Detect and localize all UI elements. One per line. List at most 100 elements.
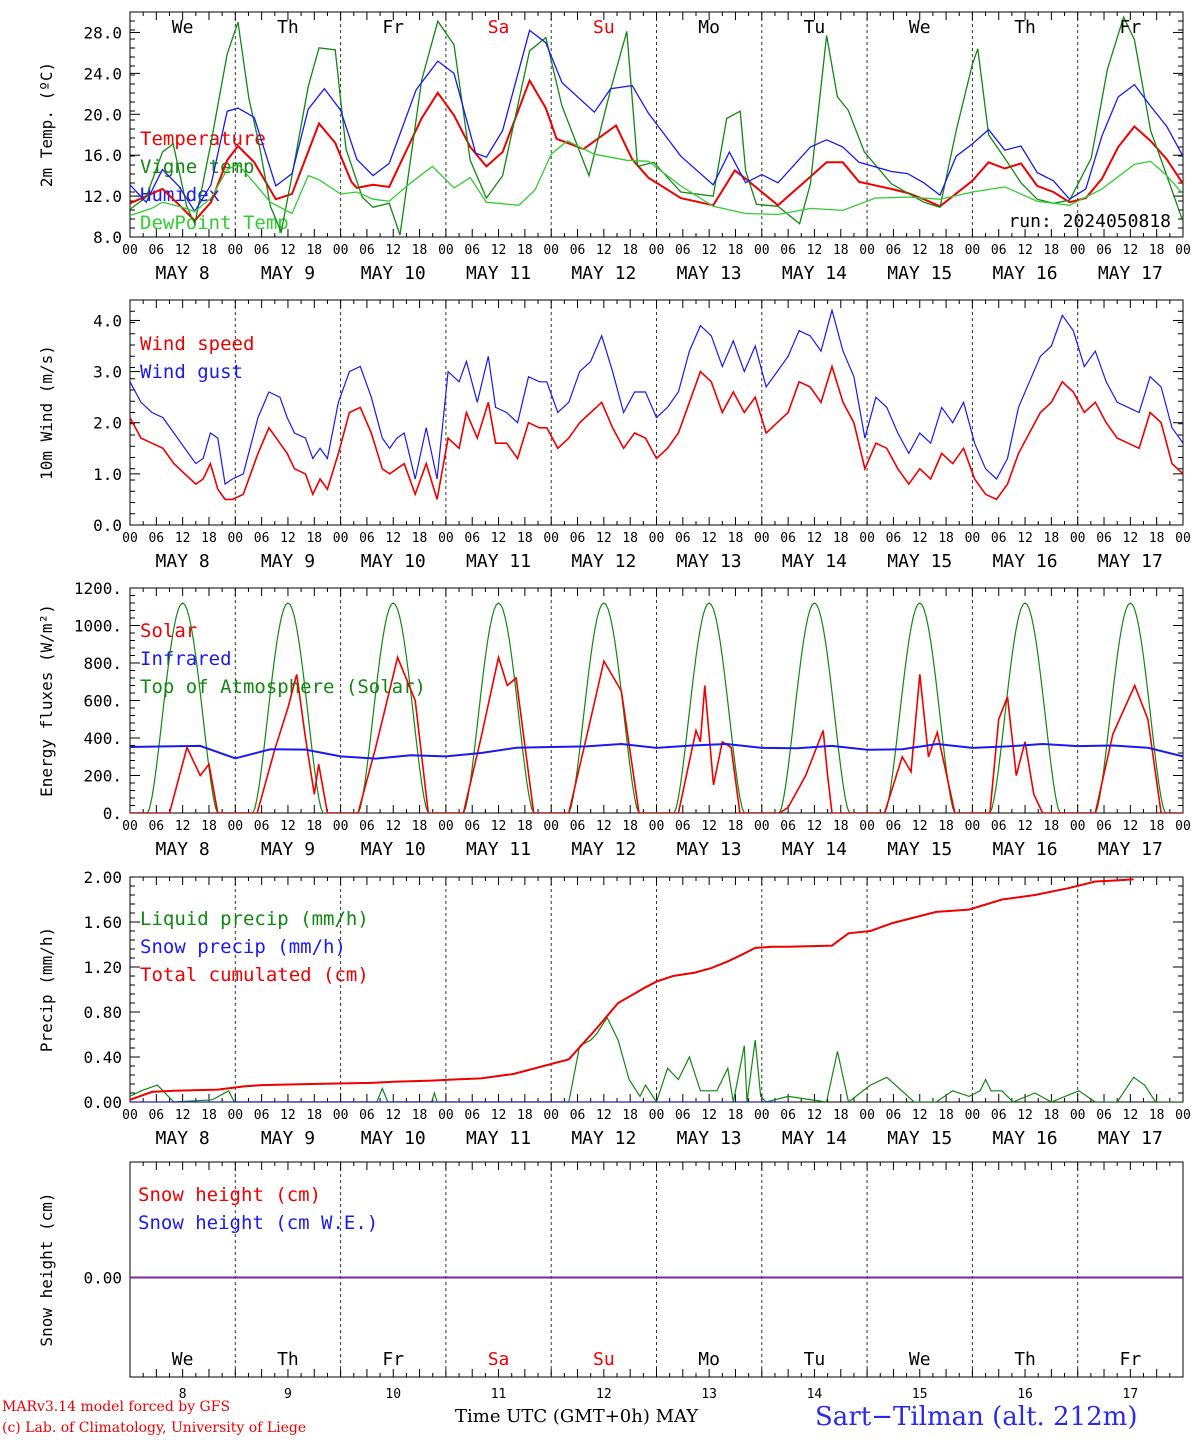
hour-tick-label: 00 <box>333 819 349 834</box>
hour-tick-label: 00 <box>122 1108 138 1123</box>
hour-tick-label: 00 <box>122 243 138 258</box>
hour-tick-label: 12 <box>807 819 823 834</box>
legend-entry: DewPoint Temp <box>140 212 289 234</box>
panel-frame <box>129 299 1184 526</box>
hour-tick-label: 12 <box>596 819 612 834</box>
y-tick-label: 1200. <box>74 579 122 598</box>
day-number-label: 12 <box>596 1387 612 1402</box>
hour-tick-label: 18 <box>412 1108 428 1123</box>
hour-tick-label: 06 <box>464 531 480 546</box>
series-wind-speed <box>130 363 1183 501</box>
hour-tick-label: 06 <box>359 531 375 546</box>
hour-tick-label: 06 <box>359 819 375 834</box>
hour-tick-label: 12 <box>491 531 507 546</box>
hour-tick-label: 12 <box>912 1108 928 1123</box>
date-label: MAY 12 <box>571 263 636 284</box>
weekday-label: Th <box>1014 1349 1036 1370</box>
y-tick-label: 24.0 <box>83 64 122 83</box>
hour-tick-label: 12 <box>807 243 823 258</box>
hour-tick-label: 12 <box>1017 819 1033 834</box>
credit-line-2: (c) Lab. of Climatology, University of L… <box>2 1420 307 1436</box>
date-label: MAY 10 <box>361 263 426 284</box>
day-number-label: 11 <box>491 1387 507 1402</box>
hour-tick-label: 12 <box>807 531 823 546</box>
hour-tick-label: 12 <box>1123 1108 1139 1123</box>
date-label: MAY 8 <box>156 1128 210 1149</box>
y-tick-label: 4.0 <box>93 311 122 330</box>
hour-tick-label: 06 <box>254 243 270 258</box>
hour-tick-label: 00 <box>543 243 559 258</box>
hour-tick-label: 12 <box>912 531 928 546</box>
hour-tick-label: 12 <box>701 243 717 258</box>
hour-tick-label: 06 <box>991 819 1007 834</box>
hour-tick-label: 00 <box>965 1108 981 1123</box>
series-infrared <box>130 742 1183 760</box>
weekday-label: Fr <box>1120 1349 1142 1370</box>
hour-tick-label: 18 <box>1149 819 1165 834</box>
hour-tick-label: 12 <box>280 819 296 834</box>
date-label: MAY 17 <box>1098 551 1163 572</box>
hour-tick-label: 06 <box>780 1108 796 1123</box>
hour-tick-label: 06 <box>148 243 164 258</box>
y-tick-label: 0.40 <box>83 1048 122 1067</box>
weekday-label: We <box>909 1349 931 1370</box>
date-label: MAY 17 <box>1098 839 1163 860</box>
hour-tick-label: 06 <box>254 1108 270 1123</box>
hour-tick-label: 00 <box>1175 243 1191 258</box>
hour-tick-label: 06 <box>675 1108 691 1123</box>
series-top-of-atmosphere <box>130 602 1183 813</box>
hour-tick-label: 00 <box>649 531 665 546</box>
station-label: Sart−Tilman (alt. 212m) <box>815 1402 1138 1432</box>
plot-area <box>130 878 1183 1102</box>
legend-entry: Solar <box>140 620 197 642</box>
hour-tick-label: 18 <box>1149 243 1165 258</box>
date-label: MAY 15 <box>887 551 952 572</box>
hour-tick-label: 18 <box>201 531 217 546</box>
weekday-label: Fr <box>382 17 404 38</box>
day-number-label: 14 <box>807 1387 823 1402</box>
hour-tick-label: 00 <box>1175 819 1191 834</box>
plot-area <box>130 15 1183 236</box>
hour-tick-label: 00 <box>1070 1108 1086 1123</box>
y-tick-label: 0.00 <box>83 1269 122 1288</box>
y-tick-label: 600. <box>83 692 122 711</box>
hour-tick-label: 18 <box>728 1108 744 1123</box>
hour-tick-label: 00 <box>438 819 454 834</box>
hour-tick-label: 06 <box>148 819 164 834</box>
weekday-label: Mo <box>698 1349 720 1370</box>
hour-tick-label: 12 <box>491 243 507 258</box>
date-label: MAY 12 <box>571 551 636 572</box>
hour-tick-label: 12 <box>491 1108 507 1123</box>
date-label: MAY 12 <box>571 839 636 860</box>
hour-tick-label: 12 <box>701 1108 717 1123</box>
date-label: MAY 13 <box>677 839 742 860</box>
legend-entry: Top of Atmosphere (Solar) <box>140 676 426 698</box>
hour-tick-label: 06 <box>359 1108 375 1123</box>
hour-tick-label: 18 <box>728 243 744 258</box>
legend-entry: Snow height (cm W.E.) <box>138 1212 378 1234</box>
hour-tick-label: 06 <box>570 243 586 258</box>
series-dewpoint-temp <box>130 140 1183 217</box>
panel-4: 0.00 0.40 0.80 1.20 1.60 2.00 Precip (mm/h) 00 0… <box>37 868 1191 1149</box>
hour-tick-label: 18 <box>412 819 428 834</box>
weekday-label: Tu <box>804 17 826 38</box>
hour-tick-label: 00 <box>438 243 454 258</box>
hour-tick-label: 18 <box>622 819 638 834</box>
date-label: MAY 13 <box>677 263 742 284</box>
hour-tick-label: 06 <box>780 243 796 258</box>
y-tick-label: 16.0 <box>83 146 122 165</box>
hour-tick-label: 18 <box>412 531 428 546</box>
hour-tick-label: 00 <box>227 531 243 546</box>
hour-tick-label: 06 <box>886 531 902 546</box>
hour-tick-label: 06 <box>254 531 270 546</box>
series-humidex <box>130 29 1183 213</box>
hour-tick-label: 12 <box>1017 243 1033 258</box>
series-total-cumulated-cm- <box>130 878 1134 1101</box>
series-temperature <box>130 78 1183 223</box>
hour-tick-label: 06 <box>675 531 691 546</box>
y-tick-label: 2.0 <box>93 414 122 433</box>
hour-tick-label: 18 <box>728 819 744 834</box>
date-label: MAY 16 <box>993 263 1058 284</box>
hour-tick-label: 12 <box>280 531 296 546</box>
y-tick-label: 400. <box>83 729 122 748</box>
